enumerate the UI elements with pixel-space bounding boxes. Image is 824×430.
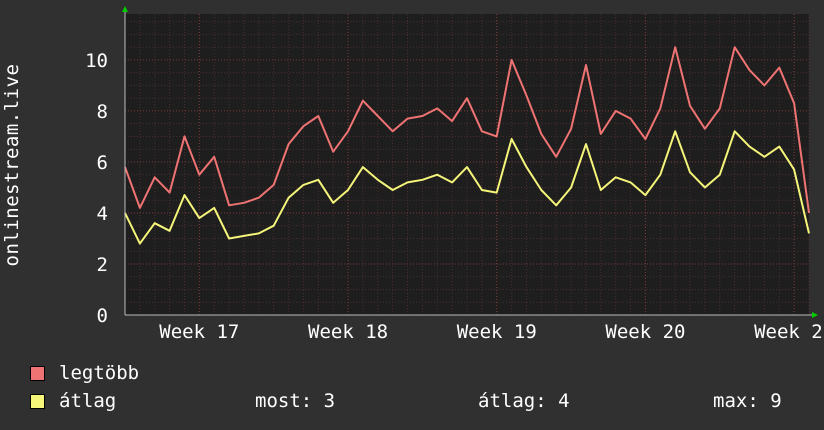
legend-swatch-avg [30,393,45,409]
legend-swatch-max [30,365,45,381]
series-line-max [124,46,810,214]
legend-label-avg: átlag [59,390,117,412]
legend-label-max: legtöbb [59,362,140,384]
y-axis-arrow [122,6,128,12]
x-tick-label: Week 18 [308,321,388,343]
y-tick-label: 2 [97,254,108,276]
y-tick-label: 10 [85,50,108,72]
stat-average: átlag: 4 [478,390,570,412]
stat-maximum: max: 9 [713,390,782,412]
y-tick-label: 8 [97,101,108,123]
chart-plot: 0 2 4 6 8 10 Week 17 Week 18 Week 19 Week 20 Week … [85,6,824,343]
y-axis-label: onlinestream.live [1,63,23,267]
y-tick-label: 0 [97,305,108,327]
x-tick-label: Week 19 [457,321,537,343]
legend-item-avg: átlag [30,390,116,412]
stat-current: most: 3 [255,390,336,412]
y-axis-label-container: onlinestream.live [0,0,24,320]
x-tick-label: Week 20 [605,321,685,343]
x-axis-arrow [812,312,818,318]
legend-item-max: legtöbb [30,362,139,384]
x-tick-label: Week 17 [159,321,239,343]
y-tick-label: 4 [97,203,108,225]
x-tick-label: Week 21 [754,321,824,343]
y-tick-label: 6 [97,152,108,174]
series-line-avg [124,130,810,245]
